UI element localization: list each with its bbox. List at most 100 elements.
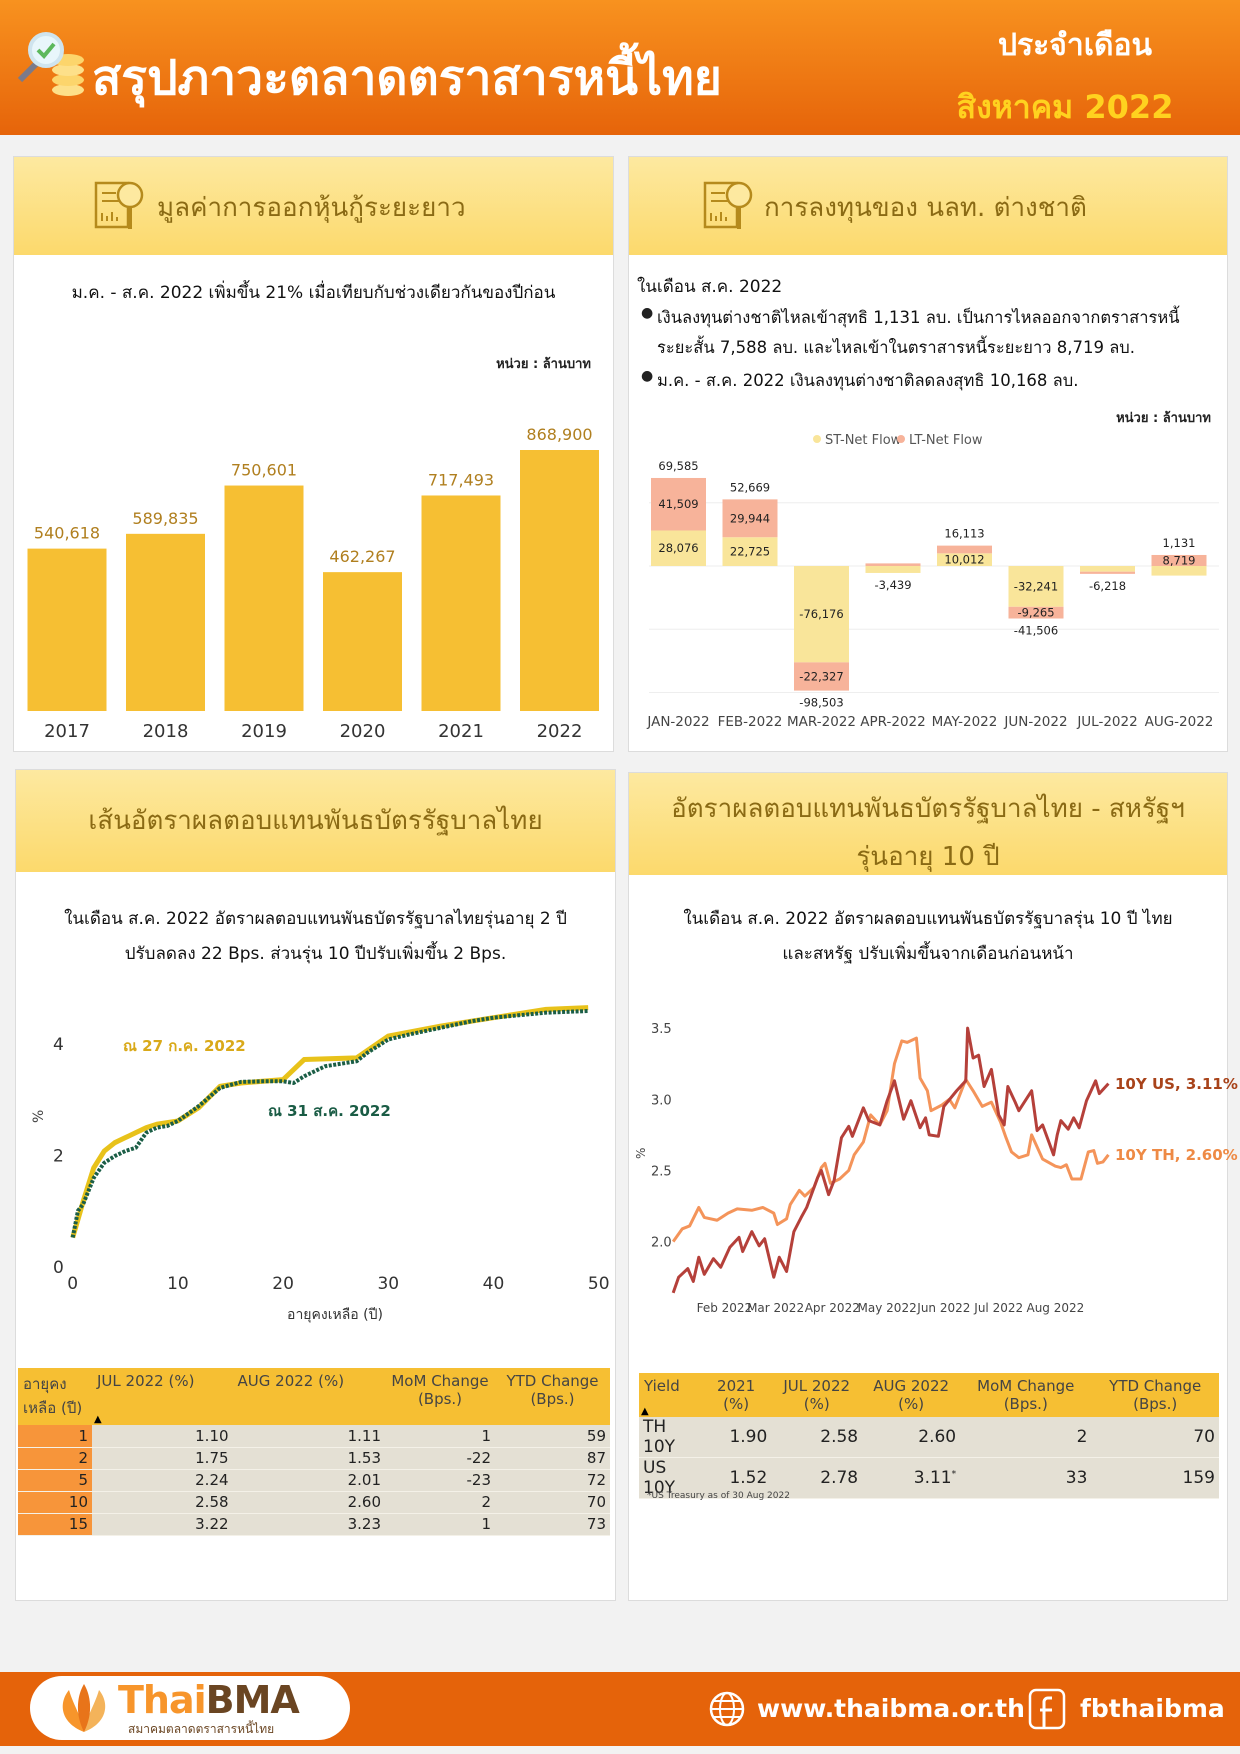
col-header-aug[interactable]: AUG 2022 (%) (232, 1368, 385, 1425)
col-header-jul-label: JUL 2022 (%) (97, 1372, 195, 1390)
table-cell: 2.58 (771, 1417, 863, 1458)
foreign-panel-title: การลงทุนของ นลท. ต่างชาติ (764, 193, 1087, 223)
th-us-title-line2: รุ่นอายุ 10 ปี (856, 842, 1000, 872)
table-cell: 70 (1091, 1417, 1219, 1458)
table-cell: 2 (385, 1491, 495, 1514)
x-tick-label: Aug 2022 (1026, 1301, 1084, 1315)
table-cell: 1.90 (701, 1417, 772, 1458)
x-tick-label: 50 (588, 1274, 610, 1294)
th-us-text-line2: และสหรัฐ ปรับเพิ่มขึ้นจากเดือนก่อนหน้า (782, 944, 1074, 964)
flow-bar-st (722, 537, 778, 566)
col-header-ytd[interactable]: YTD Change (Bps.) (1091, 1373, 1219, 1417)
col-header-jul[interactable]: JUL 2022 (%) (771, 1373, 863, 1417)
series-label-us: 10Y US, 3.11% (1115, 1075, 1238, 1093)
yield-curve-table: อายุคง เหลือ (ปี) JUL 2022 (%) ▲ AUG 2022… (18, 1368, 610, 1536)
issuance-bar-chart: 540,618 2017 589,835 2018 750,601 2019 462,267… (27, 425, 599, 742)
bar-category-label: 2022 (537, 721, 583, 742)
col-header-aug[interactable]: AUG 2022 (%) (862, 1373, 961, 1417)
us-treasury-footnote: *US Treasury as of 30 Aug 2022 (647, 1491, 790, 1501)
flow-bar-lt (651, 477, 706, 531)
month-value: สิงหาคม 2022 (956, 88, 1174, 126)
flow-bar-lt (1080, 571, 1135, 574)
col-header-ytd[interactable]: YTD Change (Bps.) (495, 1368, 610, 1425)
y-tick-label: 2 (53, 1146, 64, 1166)
table-row: 15 3.22 3.23 1 73 (18, 1513, 610, 1536)
table-cell: 1.52 (701, 1457, 772, 1499)
website-link[interactable]: www.thaibma.or.th (757, 1694, 1025, 1723)
bar-value-label: 540,618 (34, 524, 100, 543)
table-cell: 15 (18, 1513, 92, 1536)
bar-2019 (224, 485, 304, 711)
table-cell: -22 (385, 1447, 495, 1470)
coins-magnifier-icon (17, 32, 84, 96)
y-tick-label: 3.0 (651, 1093, 672, 1108)
x-tick-label: May 2022 (858, 1301, 917, 1315)
total-value-label: -41,506 (1014, 624, 1058, 638)
flow-bar-st (1151, 566, 1207, 576)
thaibma-logo[interactable]: ThaiBMA สมาคมตลาดตราสารหนี้ไทย (30, 1676, 350, 1740)
globe-icon (709, 1691, 745, 1727)
table-row: US 10Y 1.52 2.78 3.11* 33 159 (639, 1457, 1219, 1499)
st-value-label: 10,012 (944, 553, 984, 567)
table-cell: 2.78 (771, 1457, 863, 1499)
facebook-icon (1028, 1688, 1066, 1730)
foreign-unit-label: หน่วย : ล้านบาท (1116, 411, 1211, 426)
logo-subtitle: สมาคมตลาดตราสารหนี้ไทย (128, 1722, 275, 1736)
bar-category-label: 2021 (438, 721, 484, 742)
bar-2017 (27, 548, 107, 711)
sort-ascending-icon[interactable]: ▲ (94, 1414, 102, 1425)
bar-category-label: 2017 (44, 721, 90, 742)
flow-bar-st (651, 530, 706, 566)
category-label: MAR-2022 (787, 714, 856, 730)
col-header-mom[interactable]: MoM Change (Bps.) (385, 1368, 495, 1425)
category-label: JUN-2022 (1003, 714, 1067, 730)
col-header-maturity[interactable]: อายุคง เหลือ (ปี) (18, 1368, 92, 1425)
x-tick-label: 0 (67, 1274, 78, 1294)
table-cell: 1.53 (232, 1447, 385, 1470)
category-label: MAY-2022 (932, 714, 998, 730)
table-cell: 1 (385, 1513, 495, 1536)
table-cell: 72 (495, 1469, 610, 1492)
sort-ascending-icon[interactable]: ▲ (641, 1406, 649, 1417)
aug-2022-curve (70, 1008, 589, 1238)
table-cell: 2.60 (232, 1491, 385, 1514)
legend-label: LT-Net Flow (909, 433, 983, 448)
logo-wordmark: ThaiBMA (118, 1678, 300, 1722)
col-header-jul[interactable]: JUL 2022 (%) ▲ (92, 1368, 233, 1425)
total-value-label: -3,439 (874, 578, 911, 592)
x-tick-label: Mar 2022 (747, 1301, 804, 1315)
issuance-panel-title: มูลค่าการออกหุ้นกู้ระยะยาว (157, 193, 466, 223)
report-magnifier-icon (94, 181, 144, 229)
foreign-investment-panel: การลงทุนของ นลท. ต่างชาติ ในเดือน ส.ค. 2… (628, 156, 1228, 752)
issuance-panel: มูลค่าการออกหุ้นกู้ระยะยาว ม.ค. - ส.ค. 2… (13, 156, 614, 752)
table-cell: 1 (18, 1425, 92, 1448)
table-cell: 3.11* (862, 1457, 961, 1499)
y-axis-label: % (634, 1148, 648, 1159)
lt-value-label: 29,944 (730, 511, 770, 525)
col-header-mom[interactable]: MoM Change (Bps.) (960, 1373, 1092, 1417)
page-title: สรุปภาวะตลาดตราสารหนี้ไทย (92, 50, 722, 106)
x-axis-label: อายุคงเหลือ (ปี) (287, 1307, 383, 1323)
foreign-flow-chart: ST-Net Flow LT-Net Flow 28,076 41,509 69,585… (646, 433, 1219, 730)
foreign-bullet2: ม.ค. - ส.ค. 2022 เงินลงทุนต่างชาติลดลงสุ… (657, 371, 1079, 390)
col-header-2021[interactable]: 2021 (%) (701, 1373, 772, 1417)
foreign-panel-header: การลงทุนของ นลท. ต่างชาติ (629, 157, 1227, 255)
th-us-text-line1: ในเดือน ส.ค. 2022 อัตราผลตอบแทนพันธบัตรร… (683, 909, 1173, 929)
facebook-link[interactable]: fbthaibma (1080, 1694, 1225, 1723)
bar-value-label: 717,493 (428, 470, 494, 489)
table-cell: 73 (495, 1513, 610, 1536)
y-tick-label: 3.5 (651, 1022, 672, 1037)
table-cell: 3.22 (92, 1513, 233, 1536)
table-cell: 1.10 (92, 1425, 233, 1448)
st-value-label: -76,176 (799, 607, 843, 621)
table-cell: 2.24 (92, 1469, 233, 1492)
lt-value-label: 8,719 (1163, 553, 1196, 567)
table-row: 2 1.75 1.53 -22 87 (18, 1447, 610, 1470)
th-us-yield-panel: อัตราผลตอบแทนพันธบัตรรัฐบาลไทย - สหรัฐฯ … (628, 772, 1238, 1601)
y-tick-label: 2.5 (651, 1164, 672, 1179)
table-row: TH 10Y 1.90 2.58 2.60 2 70 (639, 1417, 1219, 1458)
table-cell: 87 (495, 1447, 610, 1470)
col-header-yield[interactable]: Yield ▲ (639, 1373, 701, 1417)
